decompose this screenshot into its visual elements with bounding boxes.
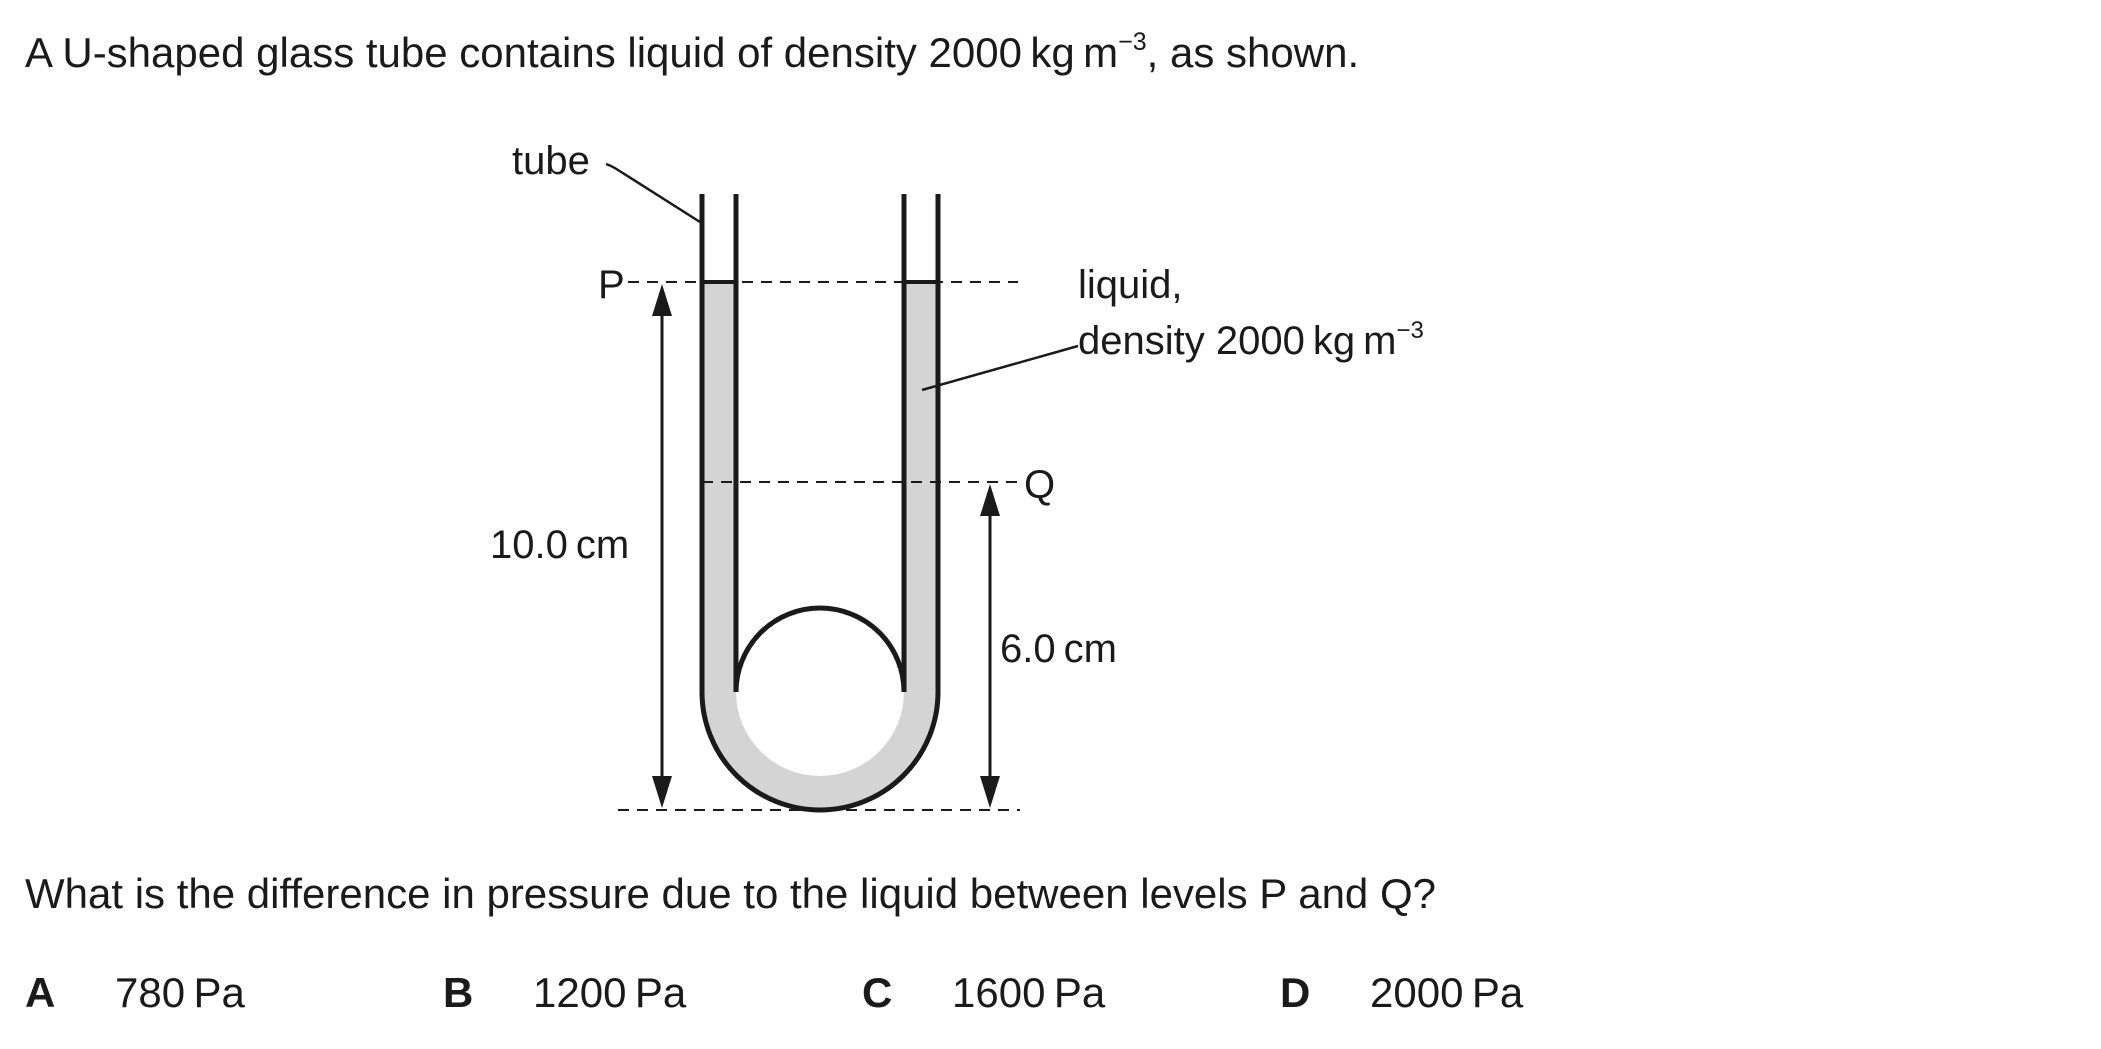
level-p-label: P — [598, 263, 625, 307]
height-p-arrowhead-top — [652, 284, 672, 316]
tube-label: tube — [512, 139, 590, 183]
option-c[interactable]: C 1600 Pa — [862, 972, 1105, 1014]
liquid-leader-line — [921, 344, 1079, 392]
intro-exponent: −3 — [1118, 28, 1147, 56]
option-b-value: 1200 Pa — [533, 969, 687, 1016]
liquid-label-line1: liquid, — [1078, 263, 1183, 307]
option-b[interactable]: B 1200 Pa — [443, 972, 686, 1014]
intro-text-end: , as shown. — [1146, 29, 1360, 76]
intro-text: A U-shaped glass tube contains liquid of… — [25, 29, 1119, 76]
liquid-fill — [702, 282, 938, 810]
liquid-density-text: density 2000 kg m — [1078, 319, 1396, 363]
height-q-label: 6.0 cm — [1000, 627, 1117, 671]
liquid-label-line2: density 2000 kg m−3 — [1078, 317, 1424, 363]
question-prompt: What is the difference in pressure due t… — [25, 870, 1436, 917]
option-c-letter: C — [862, 969, 893, 1016]
height-p-label: 10.0 cm — [490, 523, 629, 567]
level-q-label: Q — [1024, 463, 1055, 507]
option-d[interactable]: D 2000 Pa — [1280, 972, 1523, 1014]
option-a[interactable]: A 780 Pa — [25, 972, 245, 1014]
tube-leader-line — [605, 162, 701, 224]
option-d-value: 2000 Pa — [1370, 969, 1524, 1016]
tube-outer-wall — [699, 194, 941, 813]
question-intro: A U-shaped glass tube contains liquid of… — [25, 29, 1360, 76]
height-q-arrowhead-top — [980, 484, 1000, 516]
option-c-value: 1600 Pa — [952, 969, 1106, 1016]
option-d-letter: D — [1280, 969, 1311, 1016]
tube-inner-wall — [733, 194, 907, 693]
height-q-arrowhead-bottom — [980, 776, 1000, 808]
height-p-arrowhead-bottom — [652, 776, 672, 808]
option-b-letter: B — [443, 969, 474, 1016]
option-a-letter: A — [25, 969, 56, 1016]
liquid-density-exponent: −3 — [1396, 317, 1423, 344]
answer-options: A 780 Pa B 1200 Pa C 1600 Pa D 2000 Pa — [0, 972, 2101, 1022]
option-a-value: 780 Pa — [115, 969, 245, 1016]
